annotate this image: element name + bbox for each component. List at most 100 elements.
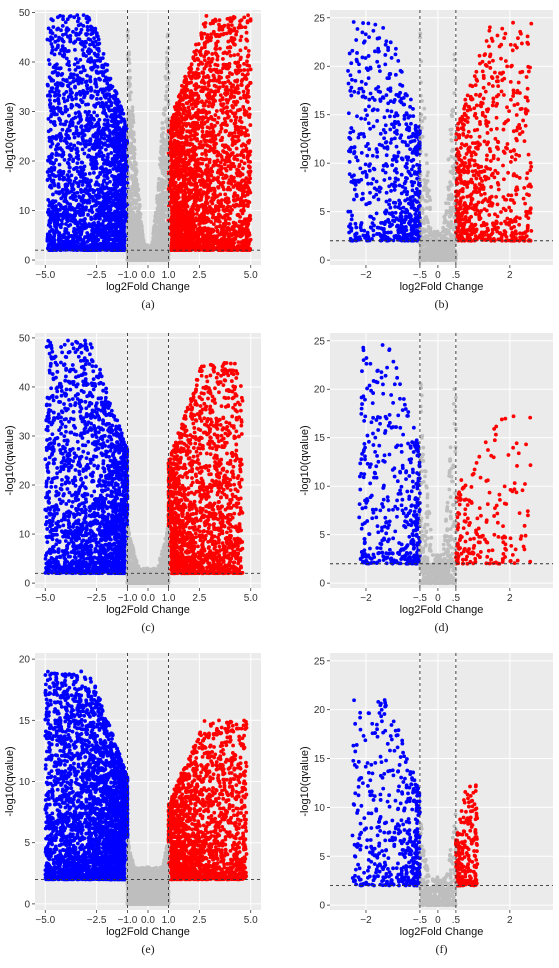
- point-down: [87, 118, 92, 123]
- point-down: [115, 242, 120, 247]
- point-up: [216, 207, 221, 212]
- point-down: [116, 165, 121, 169]
- point-down: [75, 19, 80, 24]
- point-down: [82, 93, 87, 98]
- point-down: [92, 103, 97, 108]
- point-down: [92, 245, 96, 250]
- point-up: [239, 159, 244, 164]
- point-down: [59, 196, 64, 201]
- point-down: [88, 75, 93, 79]
- point-up: [202, 225, 207, 230]
- point-up: [209, 122, 214, 127]
- point-down: [109, 204, 114, 208]
- point-down: [100, 183, 105, 187]
- point-down: [86, 102, 90, 107]
- point-down: [106, 190, 110, 195]
- point-down: [97, 49, 101, 53]
- point-down: [49, 50, 54, 55]
- point-up: [194, 199, 198, 203]
- point-down: [88, 79, 93, 84]
- point-up: [246, 48, 251, 53]
- point-up: [213, 113, 218, 117]
- point-down: [67, 157, 72, 162]
- point-down: [89, 178, 93, 183]
- point-up: [212, 97, 216, 102]
- point-down: [100, 154, 105, 159]
- point-up: [228, 147, 232, 152]
- point-up: [236, 212, 241, 217]
- point-up: [215, 158, 220, 163]
- point-up: [243, 46, 248, 50]
- point-down: [63, 241, 68, 246]
- point-down: [80, 182, 85, 187]
- point-down: [114, 185, 118, 190]
- point-down: [84, 40, 88, 45]
- point-down: [114, 156, 119, 160]
- point-down: [115, 119, 119, 124]
- point-down: [95, 58, 100, 63]
- point-down: [73, 209, 78, 214]
- point-down: [66, 49, 71, 53]
- point-down: [45, 82, 50, 87]
- point-up: [196, 84, 201, 89]
- point-up: [200, 85, 205, 90]
- point-down: [92, 188, 97, 193]
- point-up: [234, 146, 239, 151]
- point-down: [105, 62, 110, 67]
- point-up: [236, 184, 241, 189]
- point-down: [80, 42, 84, 47]
- point-down: [109, 103, 114, 108]
- point-up: [226, 98, 231, 103]
- point-down: [115, 152, 120, 157]
- point-up: [214, 204, 218, 209]
- point-down: [110, 232, 115, 237]
- point-down: [50, 89, 55, 94]
- point-up: [184, 116, 189, 121]
- point-up: [232, 121, 237, 126]
- point-down: [95, 42, 100, 47]
- point-down: [72, 15, 77, 20]
- point-down: [98, 104, 103, 109]
- point-down: [110, 108, 115, 113]
- point-down: [101, 126, 106, 131]
- point-down: [56, 182, 61, 187]
- point-down: [80, 238, 85, 243]
- point-down: [120, 245, 125, 250]
- point-down: [92, 36, 96, 41]
- point-up: [236, 52, 240, 57]
- point-down: [51, 216, 56, 221]
- point-down: [61, 53, 66, 58]
- point-down: [102, 227, 107, 232]
- point-down: [102, 122, 107, 127]
- point-down: [94, 143, 99, 147]
- point-down: [100, 100, 105, 105]
- point-up: [229, 23, 234, 27]
- point-down: [83, 206, 88, 211]
- point-down: [95, 92, 100, 97]
- point-up: [202, 101, 207, 106]
- point-down: [45, 178, 50, 182]
- point-down: [119, 105, 123, 109]
- point-down: [111, 167, 116, 171]
- point-down: [53, 34, 58, 38]
- point-down: [116, 195, 120, 200]
- point-down: [85, 86, 90, 91]
- point-down: [121, 157, 126, 162]
- point-down: [64, 140, 69, 144]
- point-up: [184, 101, 189, 106]
- point-up: [189, 98, 194, 103]
- point-down: [78, 92, 83, 97]
- point-down: [75, 169, 80, 174]
- point-down: [65, 211, 69, 216]
- point-up: [219, 198, 224, 203]
- point-down: [71, 237, 76, 242]
- point-up: [226, 216, 231, 221]
- point-up: [208, 180, 213, 185]
- point-down: [89, 88, 93, 93]
- point-down: [90, 155, 95, 160]
- point-up: [213, 46, 218, 51]
- point-down: [53, 90, 57, 95]
- point-down: [89, 208, 94, 212]
- point-up: [246, 13, 250, 18]
